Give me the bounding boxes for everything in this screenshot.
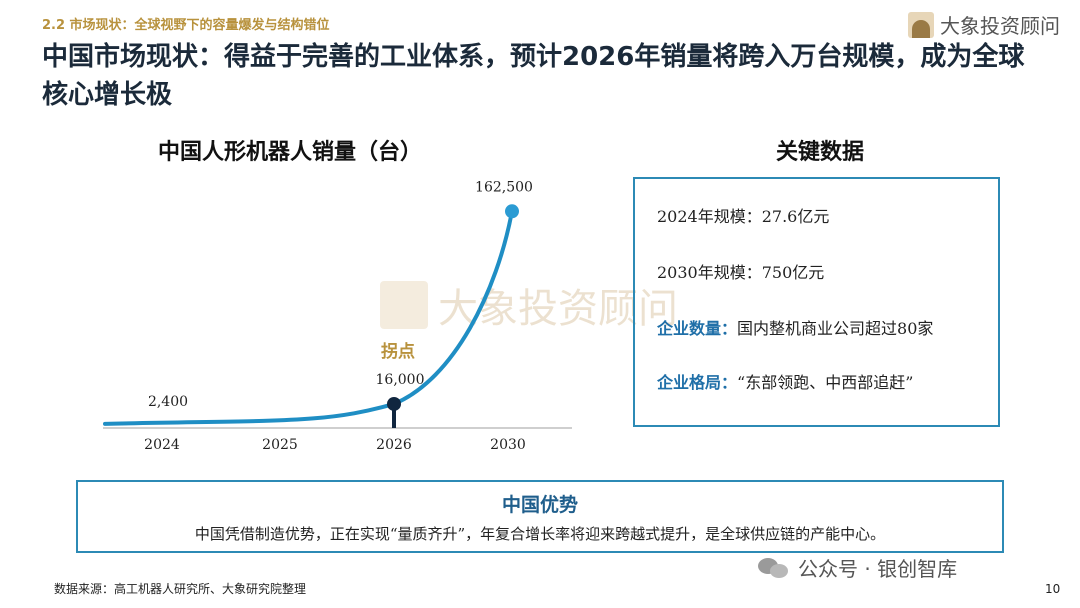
- page-title: 中国市场现状：得益于完善的工业体系，预计2026年销量将跨入万台规模，成为全球核…: [42, 42, 1025, 110]
- inflection-annotation: 拐点: [381, 341, 415, 362]
- key-data-row: 企业格局：“东部领跑、中西部追赶”: [657, 369, 913, 393]
- elephant-logo-icon: [908, 11, 934, 38]
- advantage-box: 中国优势 中国凭借制造优势，正在实现“量质齐升”，年复合增长率将迎来跨越式提升，…: [76, 480, 1004, 553]
- footer-brand-text: 公众号 · 银创智库: [798, 557, 958, 581]
- data-point-2030: [505, 204, 519, 219]
- sales-chart: 2024 2025 2026 2030 2,400 16,000 162,500 拐点: [103, 179, 572, 453]
- logo-text: 大象投资顾问: [940, 14, 1060, 38]
- section-tag: 2.2 市场现状：全球视野下的容量爆发与结构错位: [42, 18, 330, 33]
- chart-title: 中国人形机器人销量（台）: [157, 139, 422, 165]
- x-tick-label: 2024: [144, 437, 180, 453]
- data-label: 16,000: [376, 372, 425, 388]
- key-data-row: 2024年规模：27.6亿元: [657, 203, 829, 227]
- data-source: 数据来源：高工机器人研究所、大象研究院整理: [54, 582, 307, 596]
- data-label: 162,500: [475, 179, 533, 195]
- key-data-key: 企业格局：: [657, 373, 738, 392]
- series-line: [103, 209, 514, 426]
- key-data-box: 2024年规模：27.6亿元 2030年规模：750亿元 企业数量：国内整机商业…: [633, 177, 1000, 427]
- key-data-title: 关键数据: [775, 139, 864, 165]
- x-tick-label: 2025: [262, 437, 298, 453]
- key-data-key: 企业数量：: [657, 319, 738, 338]
- x-tick-label: 2030: [490, 437, 526, 453]
- page-number: 10: [1045, 582, 1061, 596]
- wechat-icon: [758, 556, 790, 580]
- key-data-value: “东部领跑、中西部追赶”: [737, 373, 914, 392]
- data-label: 2,400: [148, 394, 188, 410]
- key-data-value: 国内整机商业公司超过80家: [737, 319, 934, 338]
- key-data-value: 2024年规模：27.6亿元: [657, 207, 830, 226]
- x-tick-label: 2026: [376, 437, 412, 453]
- watermark-logo-icon: [380, 281, 428, 329]
- key-data-row: 2030年规模：750亿元: [657, 259, 824, 283]
- key-data-value: 2030年规模：750亿元: [657, 263, 825, 282]
- advantage-title: 中国优势: [501, 494, 578, 516]
- data-point-2026: [387, 396, 401, 411]
- logo: 大象投资顾问: [908, 10, 1060, 39]
- advantage-text: 中国凭借制造优势，正在实现“量质齐升”，年复合增长率将迎来跨越式提升，是全球供应…: [194, 525, 886, 543]
- footer-brand: 公众号 · 银创智库: [758, 553, 957, 582]
- key-data-row: 企业数量：国内整机商业公司超过80家: [657, 315, 933, 339]
